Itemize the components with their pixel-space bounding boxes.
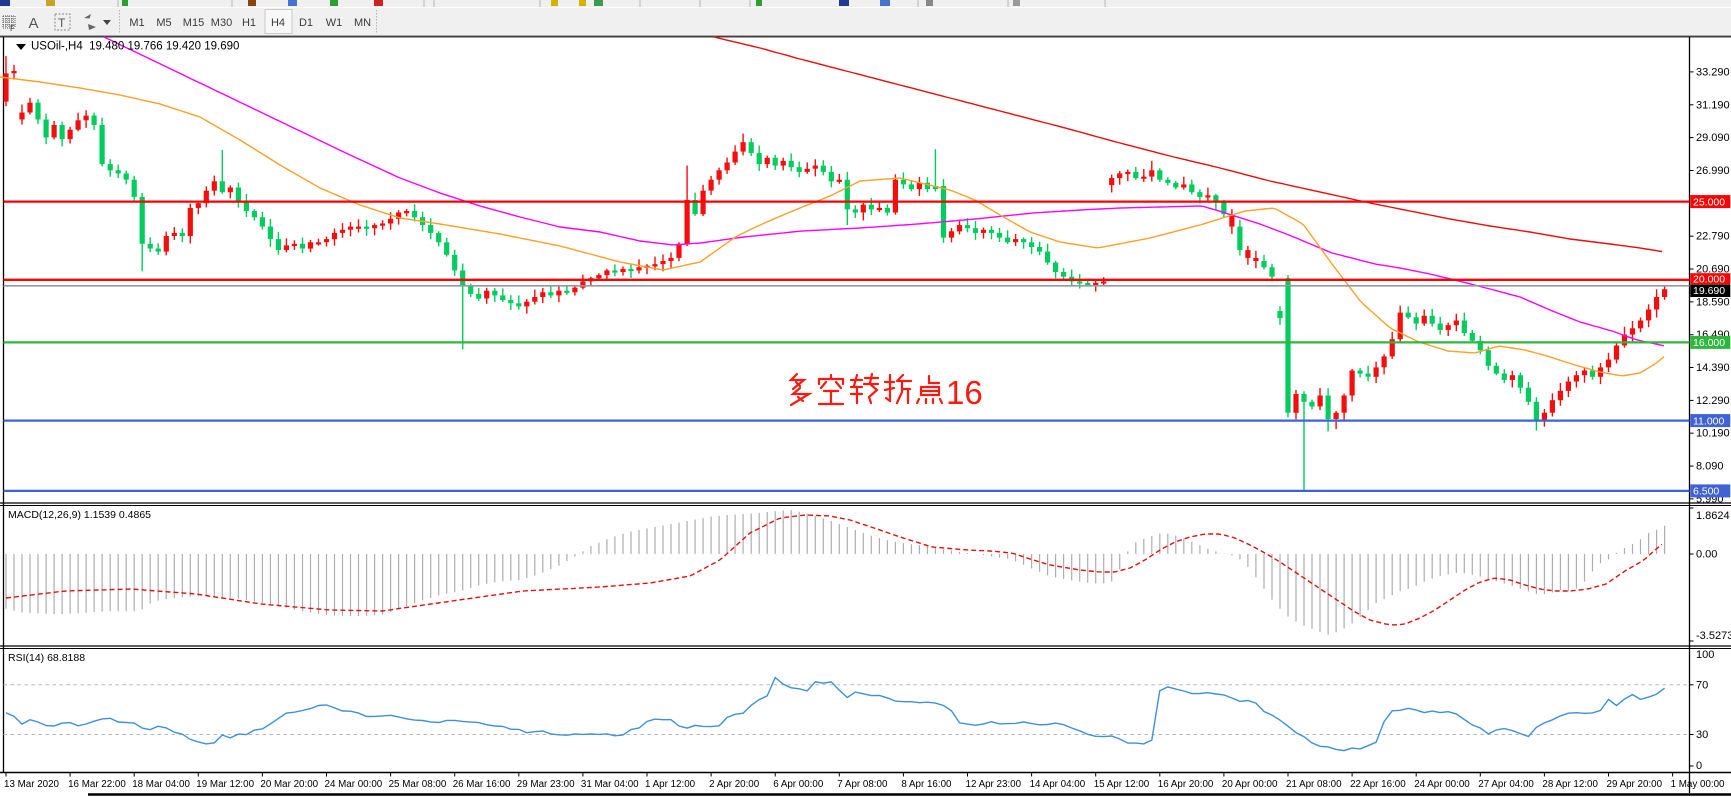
svg-text:25 Mar 08:00: 25 Mar 08:00 (389, 779, 447, 790)
svg-text:20 Mar 20:00: 20 Mar 20:00 (260, 779, 318, 790)
svg-text:1 May 00:00: 1 May 00:00 (1671, 779, 1725, 790)
svg-text:18.590: 18.590 (1696, 296, 1730, 308)
svg-text:6.500: 6.500 (1693, 486, 1719, 498)
svg-text:19 Mar 12:00: 19 Mar 12:00 (196, 779, 254, 790)
svg-text:12.290: 12.290 (1696, 395, 1730, 407)
svg-text:M1: M1 (129, 17, 144, 29)
svg-text:1 Apr 12:00: 1 Apr 12:00 (645, 779, 696, 790)
svg-text:H4: H4 (271, 17, 285, 29)
svg-text:D1: D1 (299, 17, 313, 29)
svg-text:W1: W1 (326, 17, 343, 29)
svg-text:M30: M30 (211, 17, 232, 29)
svg-text:30: 30 (1696, 729, 1708, 741)
svg-text:0: 0 (1696, 760, 1702, 772)
svg-text:29 Mar 23:00: 29 Mar 23:00 (517, 779, 575, 790)
svg-text:15 Apr 12:00: 15 Apr 12:00 (1094, 779, 1150, 790)
svg-text:6 Apr 00:00: 6 Apr 00:00 (773, 779, 824, 790)
svg-text:A: A (29, 15, 39, 32)
svg-text:20 Apr 00:00: 20 Apr 00:00 (1222, 779, 1278, 790)
svg-text:18 Mar 04:00: 18 Mar 04:00 (132, 779, 190, 790)
svg-text:7 Apr 08:00: 7 Apr 08:00 (837, 779, 888, 790)
svg-text:MN: MN (354, 17, 371, 29)
svg-text:21 Apr 08:00: 21 Apr 08:00 (1286, 779, 1342, 790)
svg-text:22 Apr 16:00: 22 Apr 16:00 (1350, 779, 1406, 790)
svg-text:31 Mar 04:00: 31 Mar 04:00 (581, 779, 639, 790)
svg-text:20.690: 20.690 (1696, 264, 1730, 276)
svg-text:33.290: 33.290 (1696, 66, 1730, 78)
svg-text:26 Mar 16:00: 26 Mar 16:00 (453, 779, 511, 790)
svg-text:USOil-,H4 19.480 19.766 19.42: USOil-,H4 19.480 19.766 19.420 19.690 (31, 41, 239, 53)
svg-text:8 Apr 16:00: 8 Apr 16:00 (901, 779, 952, 790)
svg-text:22.790: 22.790 (1696, 231, 1730, 243)
svg-text:1.8624: 1.8624 (1696, 510, 1730, 522)
svg-text:16.000: 16.000 (1693, 337, 1725, 349)
svg-text:11.000: 11.000 (1693, 415, 1724, 427)
svg-text:27 Apr 04:00: 27 Apr 04:00 (1478, 779, 1534, 790)
svg-text:RSI(14) 68.8188: RSI(14) 68.8188 (8, 652, 85, 664)
svg-text:29.090: 29.090 (1696, 132, 1730, 144)
svg-text:16 Apr 20:00: 16 Apr 20:00 (1158, 779, 1214, 790)
svg-text:100: 100 (1696, 649, 1714, 661)
svg-text:MACD(12,26,9) 1.1539 0.4865: MACD(12,26,9) 1.1539 0.4865 (8, 509, 151, 521)
svg-text:16: 16 (946, 374, 983, 411)
svg-text:25.000: 25.000 (1693, 196, 1725, 208)
svg-text:13 Mar 2020: 13 Mar 2020 (4, 779, 60, 790)
svg-text:28 Apr 12:00: 28 Apr 12:00 (1542, 779, 1598, 790)
svg-text:16 Mar 22:00: 16 Mar 22:00 (68, 779, 126, 790)
svg-text:M15: M15 (183, 17, 204, 29)
svg-text:31.190: 31.190 (1696, 99, 1730, 111)
svg-text:0.00: 0.00 (1696, 549, 1717, 561)
svg-text:26.990: 26.990 (1696, 165, 1730, 177)
svg-text:12 Apr 23:00: 12 Apr 23:00 (966, 779, 1022, 790)
svg-text:24 Mar 00:00: 24 Mar 00:00 (325, 779, 383, 790)
svg-text:20.000: 20.000 (1693, 273, 1725, 285)
svg-text:19.690: 19.690 (1693, 285, 1725, 297)
svg-text:8.090: 8.090 (1696, 461, 1724, 473)
svg-text:F: F (10, 24, 15, 33)
svg-text:-3.5273: -3.5273 (1696, 630, 1731, 642)
svg-text:29 Apr 20:00: 29 Apr 20:00 (1607, 779, 1663, 790)
svg-text:T: T (58, 16, 66, 30)
svg-text:14 Apr 04:00: 14 Apr 04:00 (1030, 779, 1086, 790)
svg-text:24 Apr 00:00: 24 Apr 00:00 (1414, 779, 1470, 790)
svg-text:2 Apr 20:00: 2 Apr 20:00 (709, 779, 760, 790)
svg-text:10.190: 10.190 (1696, 428, 1730, 440)
svg-text:M5: M5 (156, 17, 171, 29)
svg-text:70: 70 (1696, 679, 1708, 691)
svg-text:14.390: 14.390 (1696, 362, 1730, 374)
svg-text:H1: H1 (242, 17, 256, 29)
